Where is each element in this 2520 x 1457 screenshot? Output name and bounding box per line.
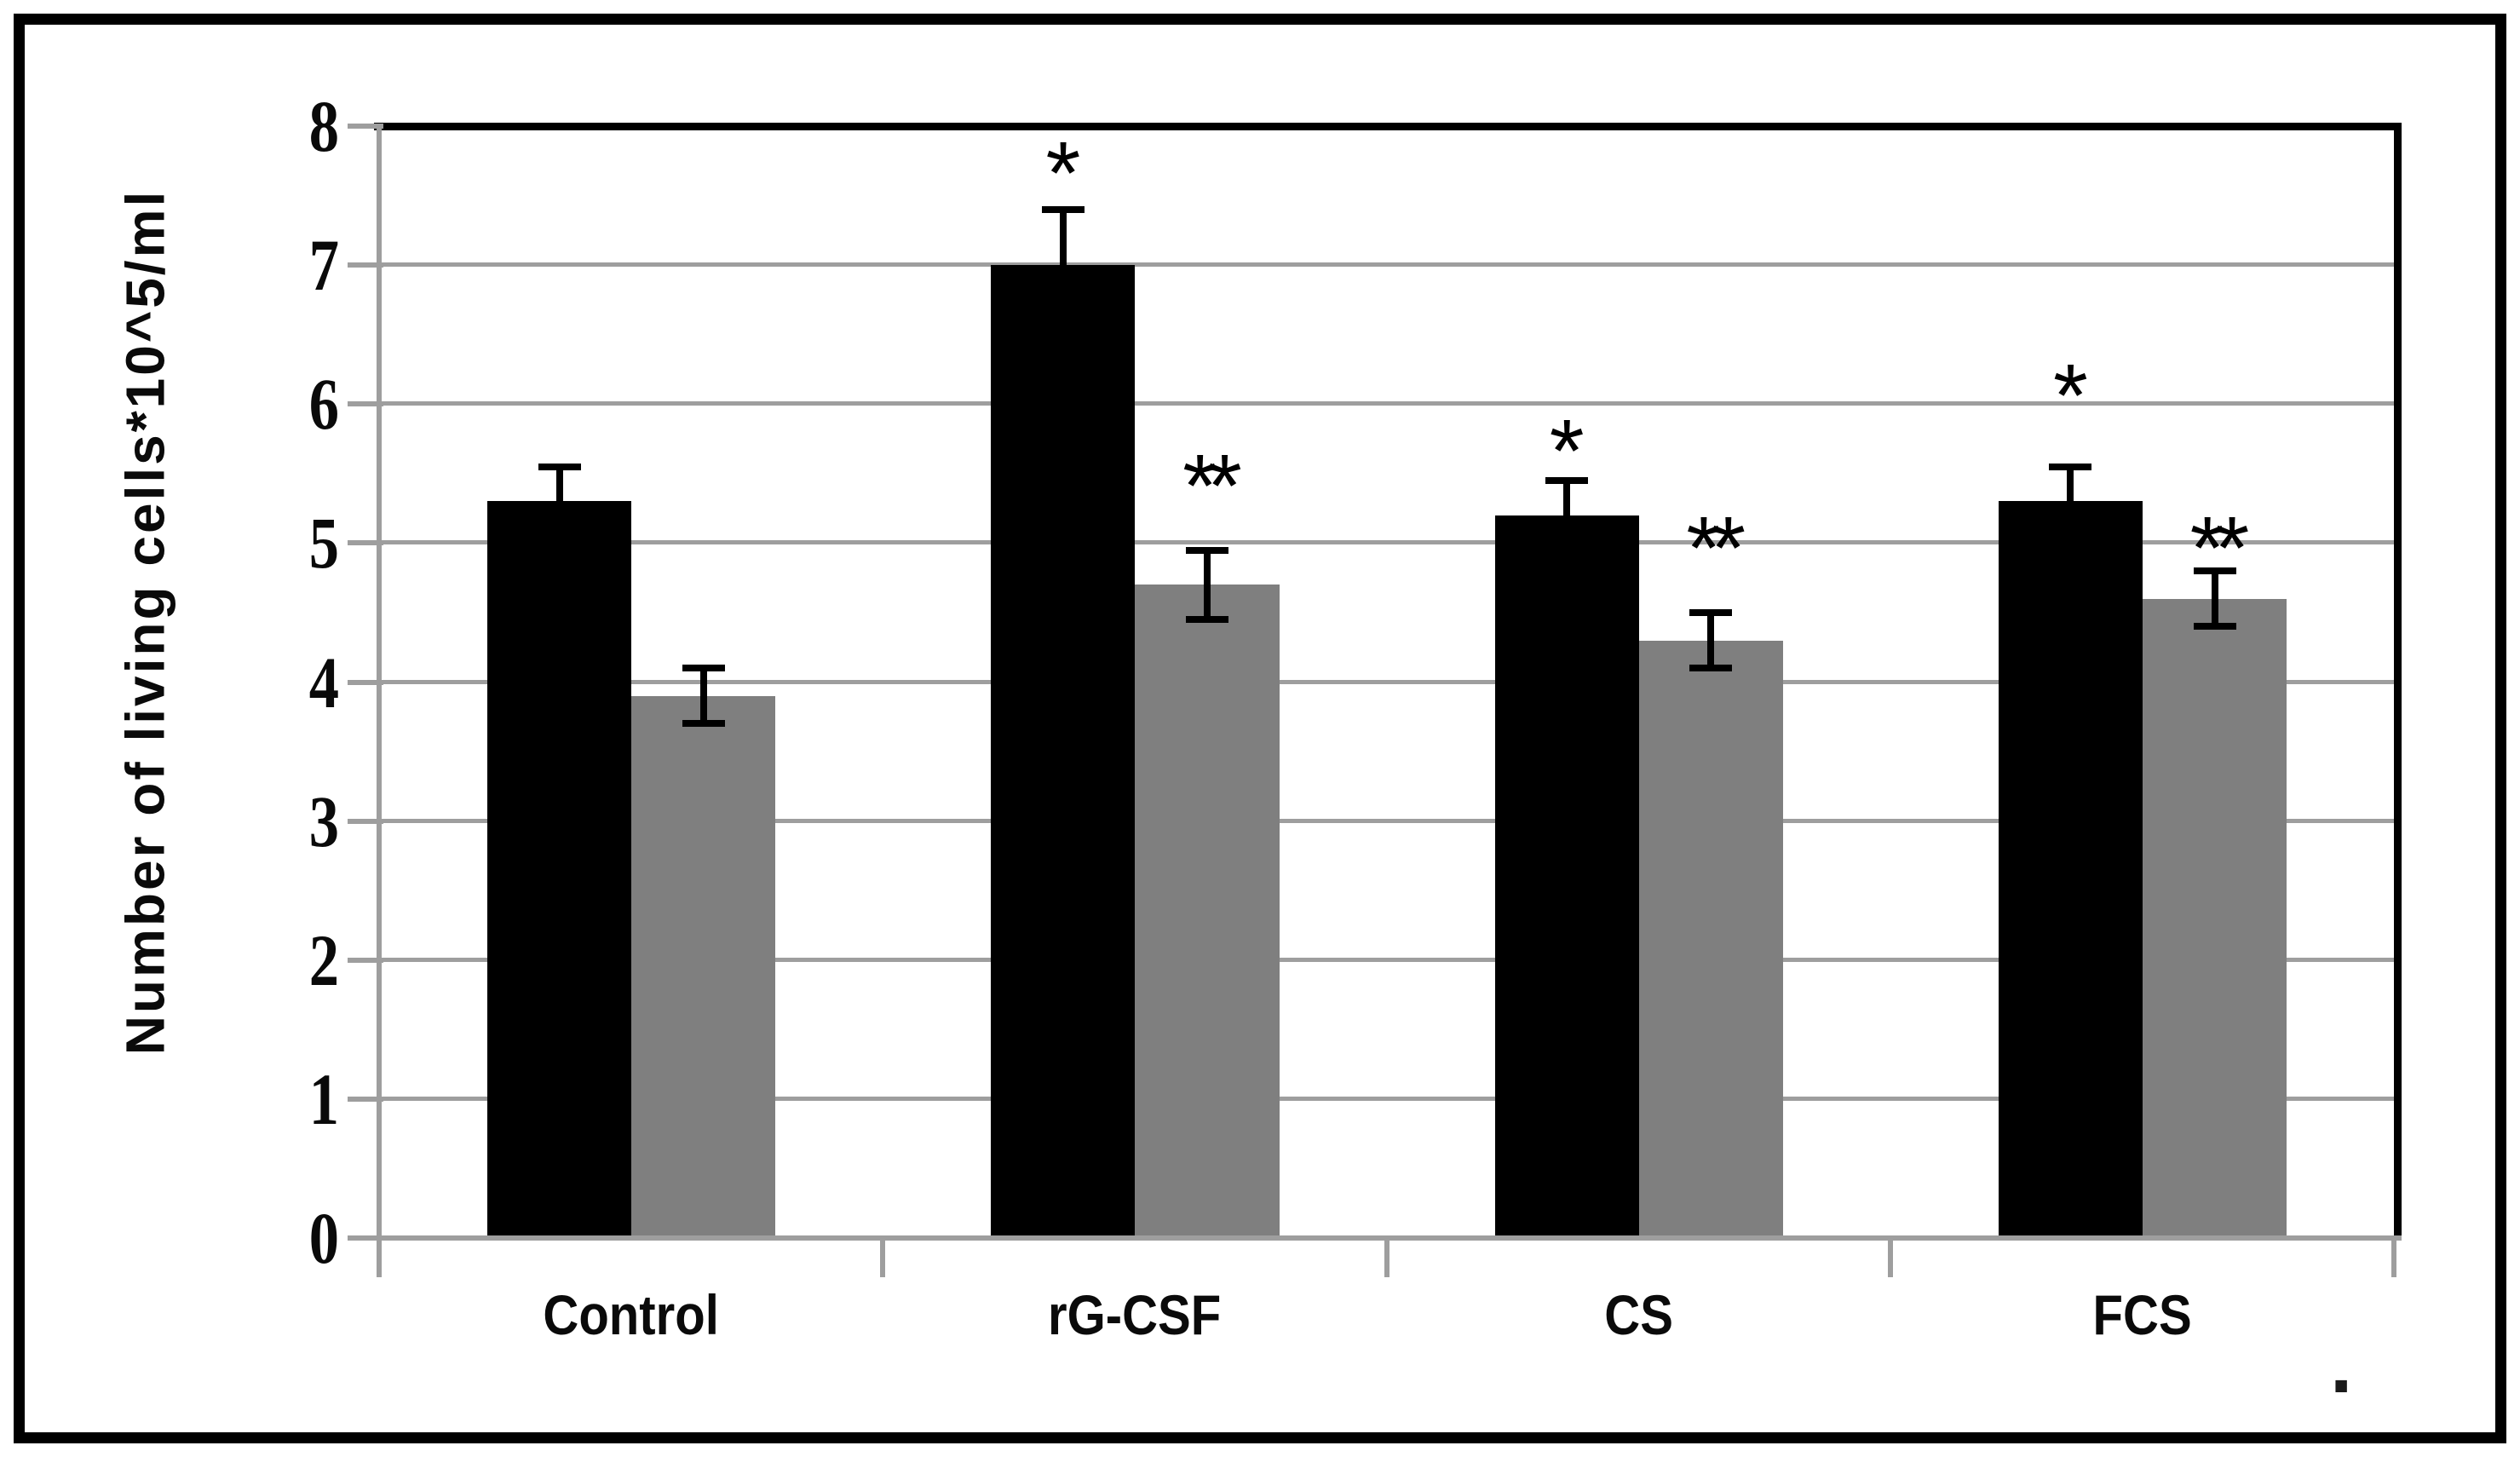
bar-fcs-gray-bars [2142, 598, 2287, 1238]
gridline-7 [379, 262, 2394, 268]
gridline-2 [379, 957, 2394, 962]
significance-annotation-fcs-gray-bars: ** [2189, 498, 2250, 599]
error-bar-rg-csf-gray-bars [1204, 550, 1211, 620]
bar-control-gray-bars [631, 695, 776, 1238]
y-tick-1 [348, 1096, 383, 1102]
plot-area: * * * ** ** ** [348, 123, 2402, 1277]
y-tick-5 [348, 540, 383, 546]
y-tick-label-2: 2 [308, 919, 339, 1001]
x-category-label-control: Control [543, 1283, 719, 1346]
x-category-label-cs: CS [1603, 1283, 1673, 1346]
gridline-4 [379, 679, 2394, 684]
error-bar-cap-bottom-control-gray-bars [682, 720, 725, 728]
y-tick-label-4: 4 [308, 641, 339, 723]
y-tick-8 [348, 124, 383, 129]
error-bar-cap-top-control-gray-bars [682, 665, 725, 672]
y-tick-label-0: 0 [308, 1197, 339, 1279]
error-bar-cap-top-cs-black-bars [1545, 476, 1589, 484]
y-tick-label-1: 1 [308, 1057, 339, 1140]
error-bar-cap-bottom-cs-black-bars [1545, 546, 1589, 554]
y-tick-6 [348, 401, 383, 407]
error-bar-control-gray-bars [699, 668, 707, 724]
y-tick-label-8: 8 [308, 85, 339, 167]
error-bar-fcs-black-bars [2067, 466, 2074, 537]
gridline-6 [379, 401, 2394, 406]
error-bar-cap-bottom-control-black-bars [538, 533, 581, 540]
gridline-5 [379, 540, 2394, 545]
y-tick-0 [348, 1235, 383, 1241]
significance-annotation-cs-black-bars: * [1549, 400, 1585, 501]
error-bar-cap-top-control-black-bars [538, 463, 581, 470]
plot-top-border [374, 123, 2402, 130]
plot-right-border [2394, 123, 2402, 1241]
error-bar-control-black-bars [555, 466, 563, 537]
gridline-1 [379, 1096, 2394, 1101]
x-tick-boundary-3 [1887, 1238, 1893, 1277]
y-tick-2 [348, 957, 383, 963]
y-tick-4 [348, 679, 383, 685]
x-tick-boundary-2 [1384, 1238, 1389, 1277]
stray-period-artifact: . [2330, 1320, 2353, 1410]
error-bar-cs-gray-bars [1707, 612, 1715, 669]
figure-border [14, 14, 2506, 1443]
y-axis-tick-labels: 0 1 2 3 4 5 6 7 8 [0, 85, 339, 1279]
y-tick-label-7: 7 [308, 224, 339, 307]
x-tick-boundary-1 [880, 1238, 886, 1277]
x-tick-boundary-4 [2391, 1238, 2396, 1277]
significance-annotation-rg-csf-gray-bars: ** [1182, 435, 1242, 536]
error-bar-cap-bottom-fcs-gray-bars [2193, 623, 2236, 631]
error-bar-cap-bottom-fcs-black-bars [2049, 533, 2092, 540]
y-tick-label-3: 3 [308, 780, 339, 862]
error-bar-cap-bottom-cs-gray-bars [1689, 665, 1733, 672]
x-category-labels: Control rG-CSF CS FCS [379, 1282, 2394, 1376]
error-bar-cap-top-cs-gray-bars [1689, 608, 1733, 616]
gridline-3 [379, 818, 2394, 823]
bar-rg-csf-gray-bars [1135, 585, 1280, 1238]
bar-cs-black-bars [1494, 515, 1639, 1238]
error-bar-cap-bottom-rg-csf-black-bars [1041, 317, 1085, 325]
error-bar-fcs-gray-bars [2211, 571, 2218, 627]
bar-control-black-bars [487, 501, 632, 1238]
error-bar-cap-top-fcs-black-bars [2049, 463, 2092, 470]
y-tick-3 [348, 818, 383, 824]
significance-annotation-cs-gray-bars: ** [1686, 498, 1746, 599]
error-bar-rg-csf-black-bars [1059, 209, 1067, 321]
significance-annotation-fcs-black-bars: * [2052, 345, 2088, 446]
bar-rg-csf-black-bars [991, 265, 1136, 1238]
error-bar-cap-top-rg-csf-black-bars [1041, 205, 1085, 213]
x-tick-boundary-0 [377, 1238, 382, 1277]
error-bar-cap-top-rg-csf-gray-bars [1186, 546, 1228, 554]
error-bar-cs-black-bars [1563, 480, 1571, 550]
error-bar-cap-top-fcs-gray-bars [2193, 567, 2236, 574]
y-tick-label-5: 5 [308, 502, 339, 585]
x-axis-line [374, 1235, 2402, 1241]
bar-cs-gray-bars [1638, 640, 1783, 1238]
error-bar-cap-bottom-rg-csf-gray-bars [1186, 616, 1228, 624]
y-tick-label-6: 6 [308, 363, 339, 446]
x-category-label-rg-csf: rG-CSF [1048, 1283, 1222, 1346]
bar-fcs-black-bars [1998, 501, 2143, 1238]
y-tick-7 [348, 262, 383, 268]
x-category-label-fcs: FCS [2092, 1283, 2192, 1346]
significance-annotation-rg-csf-black-bars: * [1045, 123, 1081, 223]
